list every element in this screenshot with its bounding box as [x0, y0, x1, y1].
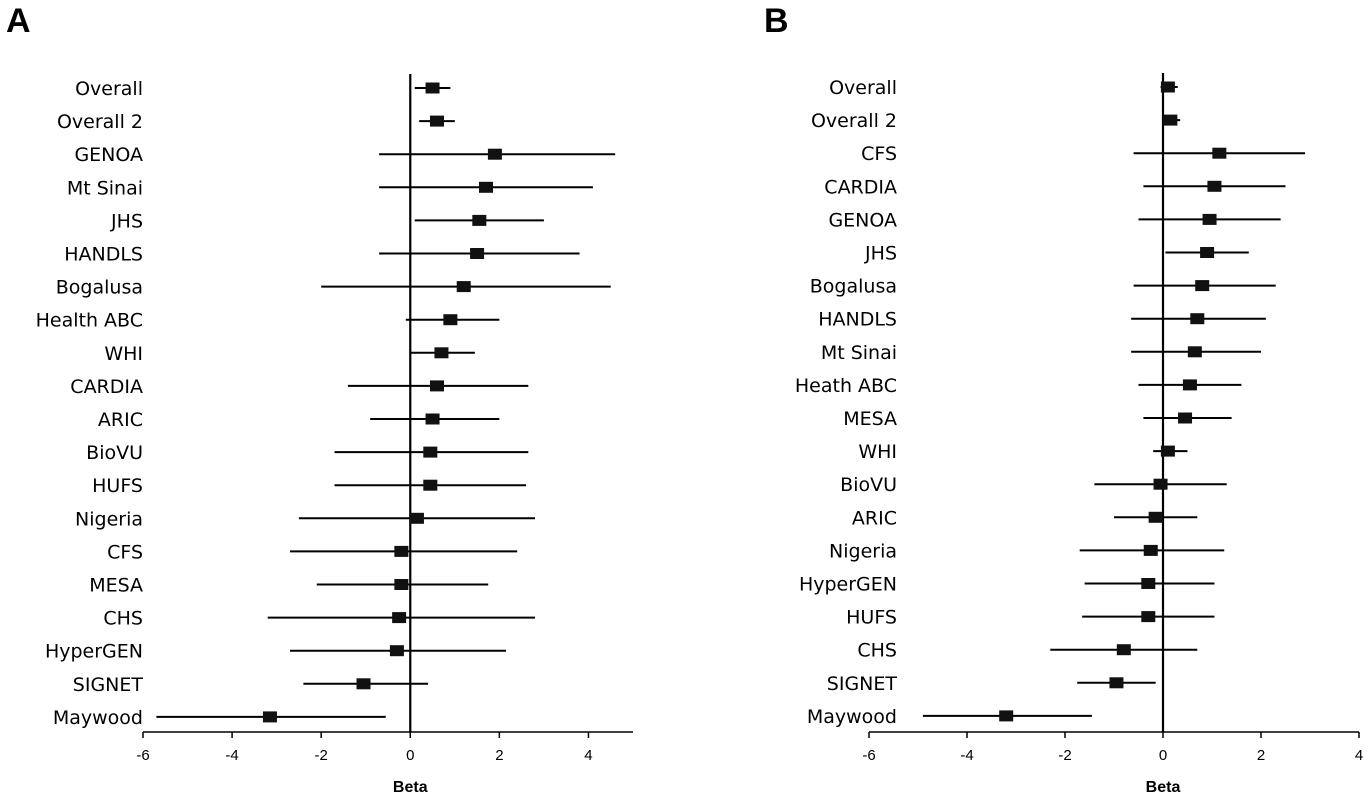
panel-b-estimate-marker — [1141, 578, 1156, 589]
panel-b-study-label: JHS — [864, 243, 897, 265]
panel-a-estimate-marker — [394, 545, 409, 557]
panel-a-x-tick-label: -4 — [225, 747, 238, 764]
panel-a-letter: A — [6, 2, 31, 40]
panel-b-estimate-marker — [1160, 81, 1175, 93]
panel-a-estimate-marker — [472, 214, 487, 226]
panel-a-study-label: Nigeria — [75, 508, 143, 530]
panel-b-study-label: CARDIA — [824, 176, 897, 198]
panel-b-study-label: SIGNET — [827, 673, 898, 695]
panel-b-estimate-marker — [1207, 180, 1222, 192]
panel-a-x-tick-label: 4 — [584, 747, 592, 764]
panel-a-x-tick-label: -6 — [136, 747, 149, 764]
panel-b-estimate-marker — [1141, 611, 1156, 623]
panel-a-estimate-marker — [394, 579, 409, 590]
panel-a-estimate-marker — [430, 380, 444, 392]
panel-b-x-tick-label: 0 — [1159, 747, 1167, 764]
panel-b-x-tick-label: 4 — [1355, 747, 1363, 764]
panel-b-estimate-marker — [1195, 280, 1210, 292]
panel-b-x-tick-label: -4 — [960, 747, 973, 764]
panel-a-estimate-marker — [430, 115, 444, 127]
panel-b-study-label: CHS — [857, 640, 897, 662]
panel-b-estimate-marker — [1160, 445, 1175, 457]
panel-b-study-label: ARIC — [852, 507, 897, 529]
panel-a-estimate-marker — [423, 479, 438, 491]
panel-b-estimate-marker — [1190, 313, 1205, 325]
panel-a-estimate-marker — [392, 612, 407, 624]
panel-a-estimate-marker — [389, 645, 404, 657]
panel-a-estimate-marker — [425, 413, 440, 425]
panel-b-study-label: Mt Sinai — [821, 342, 897, 364]
panel-a-estimate-marker — [409, 512, 424, 524]
panel-b-study-label: HANDLS — [818, 309, 897, 331]
panel-b-study-label: Bogalusa — [810, 276, 897, 298]
panel-b-study-label: WHI — [858, 441, 897, 463]
panel-a-estimate-marker — [425, 82, 440, 94]
panel-b-study-label: HyperGEN — [799, 574, 897, 596]
panel-b-estimate-marker — [1212, 147, 1227, 159]
panel-a-study-label: Health ABC — [36, 310, 143, 332]
panel-b-x-tick-label: -6 — [862, 747, 875, 764]
panel-a-study-label: SIGNET — [73, 674, 144, 696]
panel-a-study-label: Mt Sinai — [67, 177, 143, 199]
panel-b-letter: B — [764, 2, 789, 40]
panel-b-study-label: Heath ABC — [795, 375, 897, 397]
panel-a-x-tick-label: -2 — [315, 747, 328, 764]
panel-b-x-axis-title: Beta — [1146, 779, 1181, 796]
panel-a-study-label: HyperGEN — [45, 641, 143, 663]
panel-a-study-label: CARDIA — [70, 376, 143, 398]
panel-a-estimate-marker — [262, 711, 277, 723]
panel-b-study-label: HUFS — [846, 607, 897, 629]
panel-b-study-label: CFS — [861, 143, 897, 165]
panel-b-estimate-marker — [1143, 544, 1158, 556]
panel-b-estimate-marker — [1178, 412, 1193, 424]
panel-b-study-label: GENOA — [828, 209, 897, 231]
panel-a-estimate-marker — [470, 248, 485, 259]
panel-a-estimate-marker — [423, 446, 438, 458]
panel-b-estimate-marker — [1116, 644, 1131, 656]
panel-a-study-label: CFS — [107, 541, 143, 563]
panel-a-x-tick-label: 2 — [495, 747, 503, 764]
panel-b-study-label: BioVU — [840, 474, 897, 496]
panel-b-study-label: Overall 2 — [811, 110, 897, 132]
panel-b-estimate-marker — [1163, 114, 1178, 126]
panel-a-x-axis-title: Beta — [393, 779, 428, 796]
panel-b-estimate-marker — [999, 710, 1014, 722]
panel-b-estimate-marker — [1187, 346, 1202, 358]
panel-a-study-label: Bogalusa — [56, 277, 143, 299]
panel-b-estimate-marker — [1200, 247, 1215, 258]
panel-b-estimate-marker — [1153, 478, 1168, 490]
panel-a-estimate-marker — [479, 181, 493, 193]
panel-a-study-label: CHS — [103, 608, 143, 630]
panel-b-estimate-marker — [1182, 379, 1197, 391]
panel-a-study-label: HANDLS — [64, 244, 143, 266]
panel-b-study-label: Maywood — [807, 706, 897, 728]
panel-a-x-tick-label: 0 — [406, 747, 414, 764]
panel-a-study-label: MESA — [89, 575, 143, 597]
panel-a-study-label: HUFS — [92, 475, 143, 497]
panel-a-study-label: Maywood — [53, 707, 143, 729]
panel-b-estimate-marker — [1148, 511, 1163, 523]
panel-b-study-label: MESA — [843, 408, 897, 430]
panel-a-study-label: GENOA — [74, 144, 143, 166]
panel-a-study-label: JHS — [110, 210, 143, 232]
panel-a-estimate-marker — [434, 347, 449, 359]
panel-b-x-tick-label: 2 — [1257, 747, 1265, 764]
panel-b-estimate-marker — [1109, 677, 1124, 689]
panel-a-study-label: Overall 2 — [57, 111, 143, 133]
panel-a-estimate-marker — [456, 281, 471, 293]
panel-a-estimate-marker — [487, 148, 502, 160]
panel-a-study-label: BioVU — [86, 442, 143, 464]
panel-b-x-tick-label: -2 — [1058, 747, 1071, 764]
panel-a-estimate-marker — [356, 678, 371, 690]
panel-b-study-label: Nigeria — [829, 540, 897, 562]
panel-a-study-label: ARIC — [98, 409, 143, 431]
panel-a-estimate-marker — [443, 314, 458, 326]
panel-a-study-label: WHI — [104, 343, 143, 365]
panel-a-study-label: Overall — [75, 78, 143, 100]
panel-b-estimate-marker — [1202, 213, 1217, 225]
panel-b-study-label: Overall — [829, 77, 897, 99]
